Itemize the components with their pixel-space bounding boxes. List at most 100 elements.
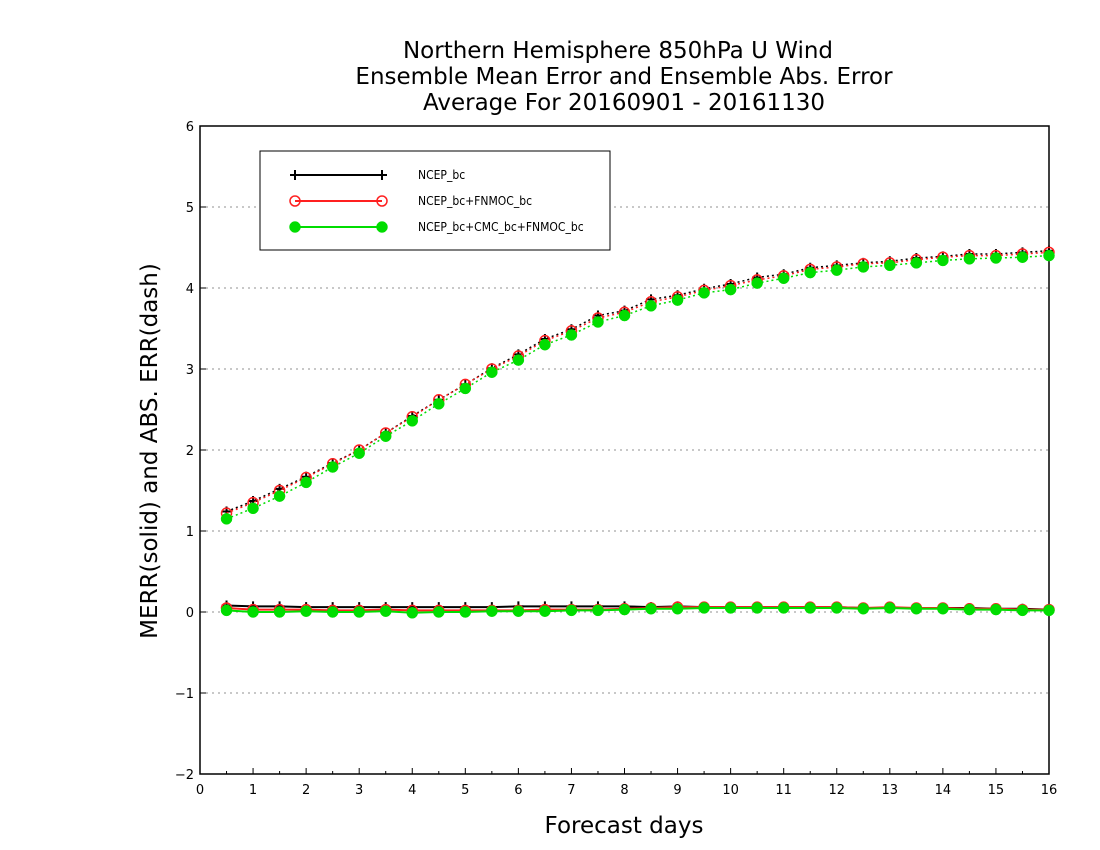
point-marker xyxy=(459,382,472,395)
x-tick-label: 8 xyxy=(620,783,628,798)
point-marker xyxy=(376,195,388,207)
point-marker xyxy=(565,329,578,341)
point-marker xyxy=(1016,604,1029,617)
point-marker xyxy=(645,603,657,615)
point-marker xyxy=(220,604,233,617)
point-marker xyxy=(486,366,498,378)
point-marker xyxy=(379,605,392,617)
x-tick-label: 5 xyxy=(461,783,469,798)
point-marker xyxy=(539,605,551,617)
x-tick-label: 0 xyxy=(196,783,204,798)
legend-item-3: NCEP_bc+CMC_bc+FNMOC_bc xyxy=(289,220,584,234)
abs-err-line xyxy=(226,254,1050,520)
point-marker xyxy=(512,605,525,617)
point-marker xyxy=(724,602,737,614)
point-marker xyxy=(804,266,816,279)
legend: NCEP_bc NCEP_bc+FNMOC_bc NCEP_bc+CMC_bc+FN… xyxy=(259,150,611,251)
y-tick-label: 1 xyxy=(186,525,194,540)
point-marker xyxy=(831,264,843,276)
point-marker xyxy=(857,261,870,273)
x-tick-label: 1 xyxy=(249,783,257,798)
title-line-2: Ensemble Mean Error and Ensemble Abs. Er… xyxy=(355,64,893,90)
point-marker xyxy=(777,272,790,285)
series-group xyxy=(220,245,1055,619)
legend-item-2: NCEP_bc+FNMOC_bc xyxy=(289,194,532,208)
y-tick-label: −2 xyxy=(175,768,194,783)
point-marker xyxy=(290,170,300,180)
point-marker xyxy=(512,354,525,366)
x-tick-label: 9 xyxy=(673,783,681,798)
point-marker xyxy=(1043,249,1055,262)
point-marker xyxy=(406,415,418,427)
legend-item-1: NCEP_bc xyxy=(290,168,465,182)
point-marker xyxy=(937,603,949,615)
point-marker xyxy=(724,283,737,296)
point-marker xyxy=(592,316,604,328)
point-marker xyxy=(1043,604,1055,617)
point-marker xyxy=(406,607,418,619)
series-3-merr xyxy=(220,602,1055,619)
point-marker xyxy=(671,603,684,615)
point-marker xyxy=(377,170,387,180)
point-marker xyxy=(539,338,551,351)
point-marker xyxy=(884,259,896,272)
point-marker xyxy=(884,602,896,614)
x-tick-label: 10 xyxy=(722,783,739,798)
point-marker xyxy=(486,605,498,617)
x-tick-label: 6 xyxy=(514,783,522,798)
y-tick-label: 0 xyxy=(186,606,194,621)
chart-title: Northern Hemisphere 850hPa U Wind Ensemb… xyxy=(355,38,893,116)
point-marker xyxy=(289,221,301,233)
y-axis-ticks: −2 −1 0 1 2 3 4 5 6 xyxy=(175,120,206,783)
x-tick-label: 14 xyxy=(935,783,952,798)
point-marker xyxy=(618,603,631,616)
y-axis-label: MERR(solid) and ABS. ERR(dash) xyxy=(137,263,163,639)
y-tick-label: 2 xyxy=(186,444,194,459)
point-marker xyxy=(326,606,339,618)
x-tick-label: 3 xyxy=(355,783,363,798)
point-marker xyxy=(910,603,923,615)
point-marker xyxy=(831,602,843,614)
point-marker xyxy=(910,257,923,269)
point-marker xyxy=(376,221,388,233)
abs-err-line xyxy=(226,251,1050,514)
point-marker xyxy=(433,606,445,618)
point-marker xyxy=(671,294,684,306)
point-marker xyxy=(592,604,604,617)
point-marker xyxy=(289,195,301,207)
point-marker xyxy=(247,606,259,618)
x-tick-label: 4 xyxy=(408,783,416,798)
y-tick-label: 6 xyxy=(186,120,194,135)
y-tick-label: 3 xyxy=(186,363,194,378)
title-line-1: Northern Hemisphere 850hPa U Wind xyxy=(403,38,833,64)
point-marker xyxy=(990,603,1002,616)
y-tick-label: 4 xyxy=(186,282,194,297)
point-marker xyxy=(247,502,259,515)
abs-err-line xyxy=(226,249,1050,513)
legend-label: NCEP_bc+FNMOC_bc xyxy=(418,194,532,208)
series-3-abs-err xyxy=(220,249,1055,525)
point-marker xyxy=(751,602,763,614)
point-marker xyxy=(751,277,763,289)
point-marker xyxy=(300,476,312,489)
point-marker xyxy=(618,309,631,322)
series-2-abs-err xyxy=(220,246,1055,519)
series-1-abs-err xyxy=(221,245,1054,517)
point-marker xyxy=(698,602,710,614)
y-tick-label: 5 xyxy=(186,201,194,216)
x-tick-label: 12 xyxy=(828,783,845,798)
point-marker xyxy=(353,606,365,618)
point-marker xyxy=(353,447,365,459)
x-tick-label: 2 xyxy=(302,783,310,798)
point-marker xyxy=(379,430,392,442)
x-tick-label: 15 xyxy=(988,783,1005,798)
point-marker xyxy=(273,606,286,618)
x-tick-label: 16 xyxy=(1041,783,1058,798)
legend-label: NCEP_bc+CMC_bc+FNMOC_bc xyxy=(418,220,584,234)
point-marker xyxy=(857,603,870,615)
title-line-3: Average For 20160901 - 20161130 xyxy=(423,90,825,116)
y-tick-label: −1 xyxy=(175,687,194,702)
point-marker xyxy=(565,604,578,617)
point-marker xyxy=(1016,251,1029,263)
